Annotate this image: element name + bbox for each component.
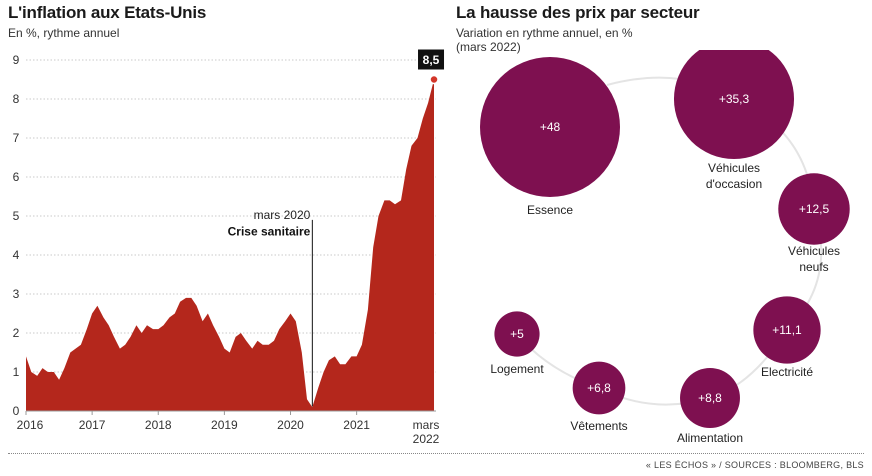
bubble-sector-label: Alimentation xyxy=(677,431,743,445)
sector-bubble xyxy=(778,173,850,245)
sector-chart-title: La hausse des prix par secteur xyxy=(456,3,700,22)
bubble-value-label: +6,8 xyxy=(587,381,611,395)
bubble-sector-label: Véhicules xyxy=(708,161,760,175)
inflation-area-chart: 0 1 2 3 4 5 6 7 8 9 mars 2020 Crise sanitaire 201… xyxy=(13,49,445,446)
y-tick-label: 7 xyxy=(13,131,20,145)
x-tick-label: 2019 xyxy=(211,418,238,432)
bubble-value-label: +48 xyxy=(540,120,561,134)
sector-bubble xyxy=(572,361,626,415)
y-tick-label: 4 xyxy=(13,248,20,262)
sector-bubble xyxy=(673,50,795,160)
y-tick-label: 3 xyxy=(13,287,20,301)
sector-bubble xyxy=(753,296,821,364)
sector-bubble xyxy=(680,368,740,428)
x-tick-label: mars xyxy=(413,418,440,432)
sector-bubble xyxy=(480,57,620,197)
x-tick-label: 2021 xyxy=(343,418,370,432)
y-tick-label: 2 xyxy=(13,326,20,340)
x-tick-label: 2018 xyxy=(145,418,172,432)
bubble-sector-label: Logement xyxy=(490,362,544,376)
annotation-date: mars 2020 xyxy=(254,208,311,222)
y-tick-label: 1 xyxy=(13,365,20,379)
y-tick-label: 5 xyxy=(13,209,20,223)
y-axis-labels: 0 1 2 3 4 5 6 7 8 9 xyxy=(13,53,20,418)
bubble-sector-label: Véhicules xyxy=(788,244,840,258)
x-tick-label: 2016 xyxy=(17,418,44,432)
bubble-sector-label: d'occasion xyxy=(706,177,762,191)
bubble-value-label: +5 xyxy=(510,327,524,341)
inflation-chart-subtitle: En %, rythme annuel xyxy=(8,26,120,40)
sector-chart-subtitle-2: (mars 2022) xyxy=(456,40,521,54)
bubble-sector-label: Essence xyxy=(527,203,573,217)
last-value-box xyxy=(418,49,445,70)
x-tick-label: 2017 xyxy=(79,418,106,432)
sector-bubble xyxy=(494,311,540,357)
footer-divider xyxy=(8,453,864,454)
inflation-chart-title: L'inflation aux Etats-Unis xyxy=(8,3,207,22)
bubble-value-label: +12,5 xyxy=(799,202,830,216)
bubble-value-label: +8,8 xyxy=(698,391,722,405)
y-tick-label: 6 xyxy=(13,170,20,184)
x-tick-label: 2022 xyxy=(413,432,440,446)
sector-chart-subtitle-1: Variation en rythme annuel, en % xyxy=(456,26,633,40)
bubble-value-label: +11,1 xyxy=(772,323,802,337)
bubble-value-label: +35,3 xyxy=(719,92,750,106)
bubble-sector-label: Electricité xyxy=(761,365,813,379)
annotation-label: Crise sanitaire xyxy=(228,225,311,239)
y-tick-label: 9 xyxy=(13,53,20,67)
sector-bubble-chart: +48 Essence +35,3 Véhicules d'occasion +12,5 V… xyxy=(480,50,850,445)
last-value-label: 8,5 xyxy=(423,53,440,67)
x-tick-label: 2020 xyxy=(277,418,304,432)
bubble-sector-label: Vêtements xyxy=(570,419,627,433)
source-note: « LES ÉCHOS » / SOURCES : BLOOMBERG, BLS xyxy=(645,460,864,470)
inflation-area xyxy=(26,79,435,411)
last-value-dot xyxy=(429,74,439,85)
y-tick-label: 8 xyxy=(13,92,20,106)
y-tick-label: 0 xyxy=(13,404,20,418)
bubble-sector-label: neufs xyxy=(799,260,828,274)
